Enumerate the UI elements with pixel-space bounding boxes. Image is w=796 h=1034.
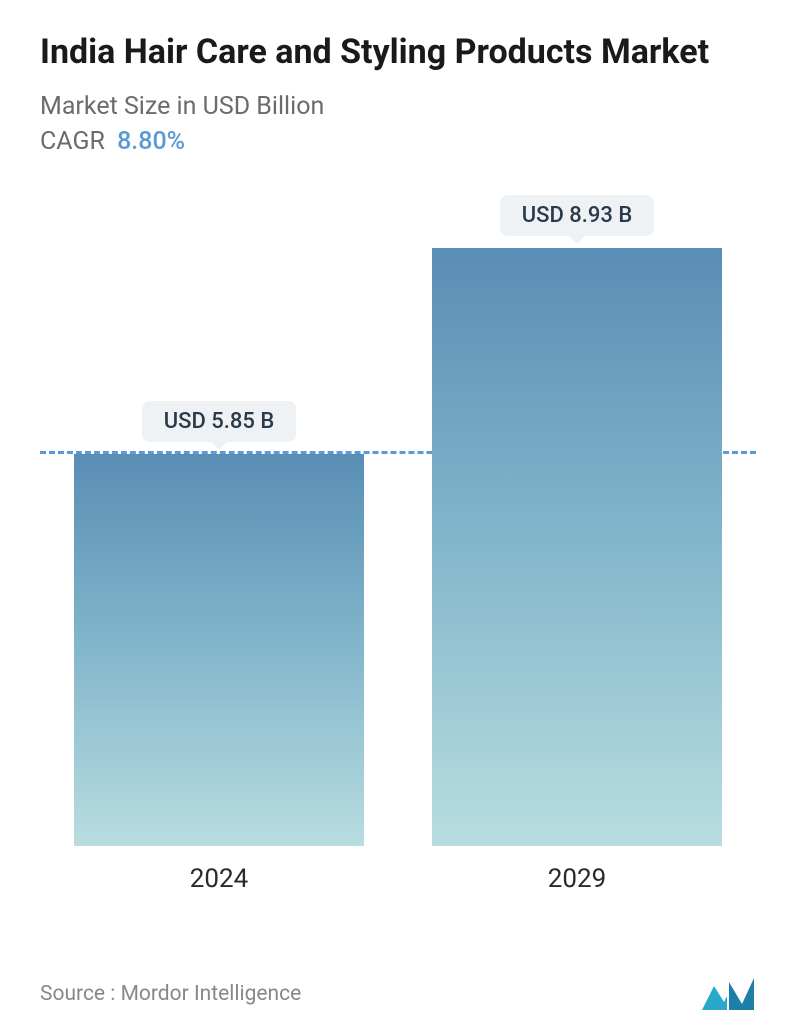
bar-value-label-1: USD 8.93 B <box>500 195 655 236</box>
chart-plot-area: USD 5.85 B USD 8.93 B <box>40 196 756 846</box>
x-label-0: 2024 <box>74 864 364 894</box>
source-text: Source : Mordor Intelligence <box>40 982 301 1006</box>
cagr-row: CAGR 8.80% <box>40 127 756 156</box>
brand-logo-icon <box>700 976 756 1012</box>
chart-subtitle: Market Size in USD Billion <box>40 92 756 121</box>
footer: Source : Mordor Intelligence <box>40 976 756 1012</box>
bar-group-1: USD 8.93 B <box>432 195 722 846</box>
bar-value-label-0: USD 5.85 B <box>142 401 297 442</box>
cagr-value: 8.80% <box>117 127 185 156</box>
bar-group-0: USD 5.85 B <box>74 401 364 846</box>
bars-container: USD 5.85 B USD 8.93 B <box>40 196 756 846</box>
chart-title: India Hair Care and Styling Products Mar… <box>40 30 756 74</box>
bar-0 <box>74 454 364 846</box>
bar-1 <box>432 248 722 846</box>
x-label-1: 2029 <box>432 864 722 894</box>
cagr-label: CAGR <box>40 127 105 156</box>
x-axis-labels: 2024 2029 <box>40 864 756 894</box>
